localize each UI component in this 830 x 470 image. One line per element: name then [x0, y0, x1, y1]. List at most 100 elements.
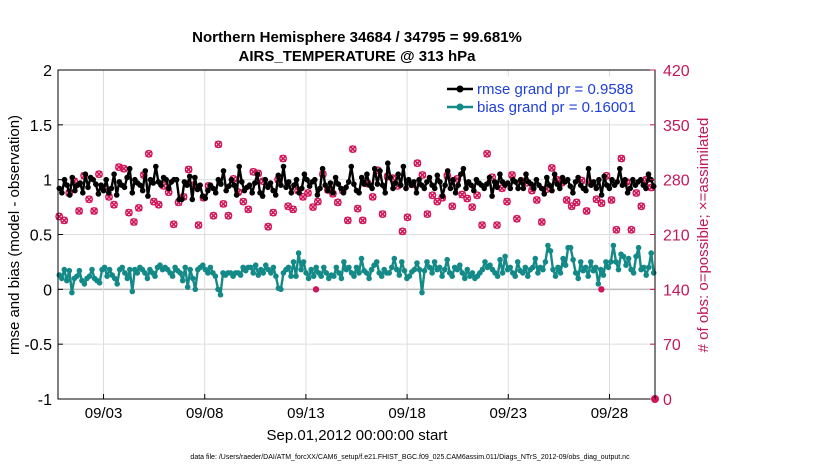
bias-point	[323, 270, 330, 276]
bias-point	[321, 264, 327, 271]
bias-point	[577, 259, 584, 265]
obs-possible-marker	[353, 204, 362, 213]
bias-point	[633, 253, 639, 260]
legend-box	[442, 76, 646, 120]
rmse-point	[335, 181, 342, 187]
obs-assimilated-marker	[398, 227, 407, 235]
obs-assimilated-marker	[85, 195, 93, 203]
bias-point	[252, 262, 259, 269]
obs-assimilated-marker	[239, 198, 247, 206]
rmse-point	[285, 179, 292, 185]
obs-assimilated-marker	[627, 226, 635, 234]
obs-possible-marker	[244, 205, 253, 214]
obs-assimilated-marker	[219, 200, 227, 208]
bias-point	[127, 266, 133, 273]
obs-assimilated-marker	[379, 210, 387, 218]
rmse-point	[95, 191, 102, 197]
rmse-point	[351, 181, 357, 187]
bias-point	[648, 250, 654, 256]
rmse-point	[437, 179, 443, 185]
rmse-point	[382, 190, 389, 196]
rmse-point	[572, 179, 579, 185]
rmse-point	[601, 173, 607, 180]
bias-point	[303, 270, 309, 276]
rmse-point	[212, 190, 219, 196]
rmse-point	[80, 190, 86, 196]
obs-assimilated-marker	[145, 150, 153, 158]
y-tick-label-left: 1	[43, 173, 52, 190]
y-axis-label-right: # of obs: o=possible; ×=assimilated	[695, 118, 712, 353]
obs-possible-marker	[478, 221, 486, 230]
bias-point	[295, 250, 302, 256]
rmse-point	[332, 174, 339, 181]
bias-point	[514, 259, 521, 265]
y-tick-label-left: -0.5	[24, 337, 52, 354]
obs-possible-marker	[279, 154, 287, 163]
rmse-point	[61, 176, 68, 183]
obs-assimilated-marker	[309, 203, 317, 211]
obs-assimilated-marker	[214, 140, 222, 148]
rmse-point	[575, 174, 581, 181]
rmse-point	[458, 171, 464, 177]
rmse-point	[173, 176, 180, 183]
rmse-point	[491, 179, 498, 185]
bias-point	[421, 267, 428, 274]
bias-point	[598, 266, 604, 273]
bias-point	[449, 273, 456, 280]
legend-bias-label: bias grand pr = 0.16001	[477, 99, 636, 116]
bias-point	[111, 275, 118, 282]
obs-possible-marker	[209, 211, 218, 220]
x-axis-label: Sep.01,2012 00:00:00 start	[267, 427, 449, 444]
rmse-point	[515, 185, 521, 192]
bias-point	[114, 281, 120, 287]
bias-point	[305, 275, 312, 282]
bias-point	[353, 264, 360, 271]
rmse-point	[517, 176, 524, 183]
bias-point	[124, 275, 131, 282]
rmse-point	[100, 187, 107, 194]
obs-assimilated-marker	[354, 205, 362, 213]
x-tick-label: 09/13	[287, 405, 325, 422]
y-tick-label-left: 0	[43, 282, 52, 299]
obs-possible-marker	[503, 197, 511, 206]
bias-point	[74, 273, 80, 280]
obs-possible-marker	[224, 211, 233, 220]
obs-possible-marker	[567, 202, 576, 211]
rmse-point	[272, 192, 279, 198]
rmse-point	[265, 184, 271, 191]
bias-point	[205, 270, 211, 276]
bias-point	[406, 273, 413, 280]
rmse-point	[145, 193, 151, 199]
bias-point	[436, 264, 443, 271]
rmse-point	[338, 185, 344, 192]
bias-point	[499, 270, 506, 276]
rmse-point	[387, 174, 394, 181]
bias-point	[613, 259, 619, 265]
rmse-point	[296, 190, 302, 196]
obs-assimilated-marker	[224, 212, 232, 220]
rmse-point	[69, 174, 76, 181]
bias-point	[157, 262, 163, 269]
rmse-point	[254, 171, 261, 177]
bias-point	[401, 267, 408, 274]
y-tick-label-right: 420	[663, 63, 690, 80]
rmse-point	[557, 185, 563, 192]
bias-point	[288, 273, 294, 280]
bias-point	[593, 264, 599, 271]
rmse-point	[325, 187, 331, 194]
bias-point	[540, 266, 546, 273]
obs-possible-marker	[90, 207, 99, 215]
bias-point	[187, 266, 193, 273]
data-file-footnote: data file: /Users/raeder/DAI/ATM_forcXX/…	[190, 454, 630, 461]
rmse-point	[416, 176, 422, 183]
rmse-point	[528, 181, 534, 187]
rmse-point	[554, 181, 560, 187]
x-tick-label: 09/28	[591, 405, 629, 422]
bias-point	[378, 273, 385, 280]
bias-point	[487, 262, 493, 269]
rmse-point	[614, 179, 620, 185]
bias-point	[557, 270, 564, 276]
obs-possible-marker	[348, 145, 357, 154]
obs-possible-marker	[537, 218, 546, 226]
rmse-point	[523, 171, 529, 177]
